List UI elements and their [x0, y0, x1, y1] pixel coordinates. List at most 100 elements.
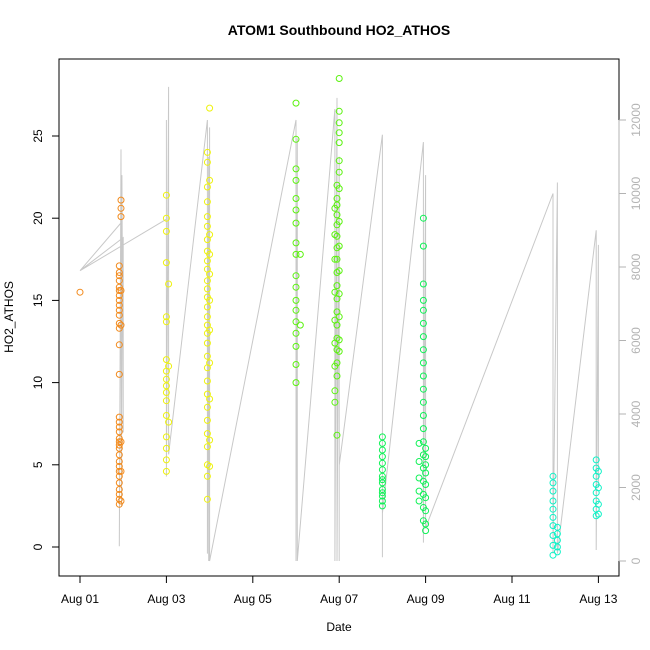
data-point	[415, 439, 423, 447]
data-point	[206, 436, 214, 444]
data-point	[594, 500, 602, 508]
data-point	[115, 435, 123, 442]
data-point	[335, 157, 343, 165]
data-point	[206, 231, 214, 239]
data-point	[115, 292, 123, 299]
data-point	[162, 259, 170, 267]
data-point	[115, 283, 123, 291]
secondary-series-line	[79, 86, 599, 562]
y-tick-label: 15	[31, 293, 45, 307]
data-point	[333, 201, 341, 209]
data-point	[296, 321, 304, 329]
data-point	[335, 218, 343, 225]
data-point	[378, 492, 386, 500]
x-axis: Aug 01 Aug 03 Aug 05 Aug 07 Aug 09 Aug 11 Aug …	[61, 575, 618, 606]
data-point	[115, 301, 123, 309]
points-layer	[76, 75, 602, 559]
data-point	[594, 510, 602, 518]
data-point	[549, 513, 557, 521]
data-point	[419, 242, 427, 250]
secondary-y-tick-label: 4000	[629, 400, 643, 427]
data-point	[419, 425, 427, 433]
data-point	[76, 288, 84, 296]
data-point	[415, 497, 423, 505]
data-point	[165, 280, 173, 288]
data-point	[203, 377, 211, 385]
data-point	[422, 494, 430, 502]
data-point	[165, 418, 173, 426]
data-point	[115, 451, 123, 459]
data-point	[203, 461, 211, 469]
data-point	[115, 418, 123, 426]
data-point	[422, 481, 430, 488]
data-point	[206, 326, 214, 334]
data-point	[117, 204, 125, 212]
data-point	[292, 306, 300, 314]
data-point	[292, 250, 300, 258]
data-point	[117, 213, 125, 221]
data-point	[203, 403, 211, 411]
data-point	[333, 211, 341, 219]
data-point	[415, 458, 423, 465]
data-point	[422, 453, 430, 461]
data-point	[333, 269, 341, 276]
data-point	[162, 313, 170, 321]
data-point	[203, 472, 211, 480]
data-point	[115, 370, 123, 378]
data-point	[115, 490, 123, 498]
data-point	[335, 139, 343, 147]
data-point	[333, 282, 341, 290]
data-point	[115, 311, 123, 319]
data-point	[335, 347, 343, 355]
data-point	[292, 329, 300, 337]
data-point	[162, 191, 170, 199]
data-point	[335, 107, 343, 115]
y-tick-label: 5	[31, 461, 45, 468]
data-point	[419, 280, 427, 288]
data-point	[165, 362, 173, 370]
chart-title: ATOM1 Southbound HO2_ATHOS	[228, 22, 450, 38]
x-tick-label: Aug 07	[320, 592, 358, 606]
data-point	[162, 227, 170, 235]
data-point	[378, 453, 386, 461]
secondary-y-tick-label: 0	[629, 557, 643, 564]
data-point	[333, 372, 341, 380]
data-point	[162, 318, 170, 326]
data-point	[296, 250, 304, 258]
data-point	[206, 250, 214, 258]
x-axis-label: Date	[326, 620, 352, 634]
data-point	[292, 361, 300, 368]
data-point	[115, 319, 123, 327]
data-point	[115, 428, 123, 436]
data-point	[419, 319, 427, 327]
data-point	[162, 412, 170, 419]
data-point	[333, 244, 341, 252]
data-point	[422, 520, 430, 528]
data-point	[115, 306, 123, 314]
data-point	[115, 462, 123, 470]
data-point	[203, 352, 211, 360]
data-point	[162, 389, 170, 396]
data-point	[331, 288, 339, 296]
data-point	[378, 479, 386, 487]
data-point	[292, 99, 300, 107]
data-point	[162, 444, 170, 452]
data-point	[333, 334, 341, 342]
data-point	[292, 206, 300, 214]
data-point	[115, 486, 123, 493]
data-point	[419, 398, 427, 406]
data-point	[203, 213, 211, 221]
data-point	[206, 104, 214, 112]
data-point	[203, 148, 211, 156]
data-point	[115, 413, 123, 421]
data-point	[553, 530, 561, 538]
y-tick-label: 10	[31, 376, 45, 390]
data-point	[162, 214, 170, 222]
data-point	[331, 255, 339, 263]
data-point	[292, 272, 300, 280]
data-point	[549, 472, 557, 480]
data-point	[335, 168, 343, 176]
data-point	[422, 507, 430, 515]
data-point	[422, 461, 430, 469]
